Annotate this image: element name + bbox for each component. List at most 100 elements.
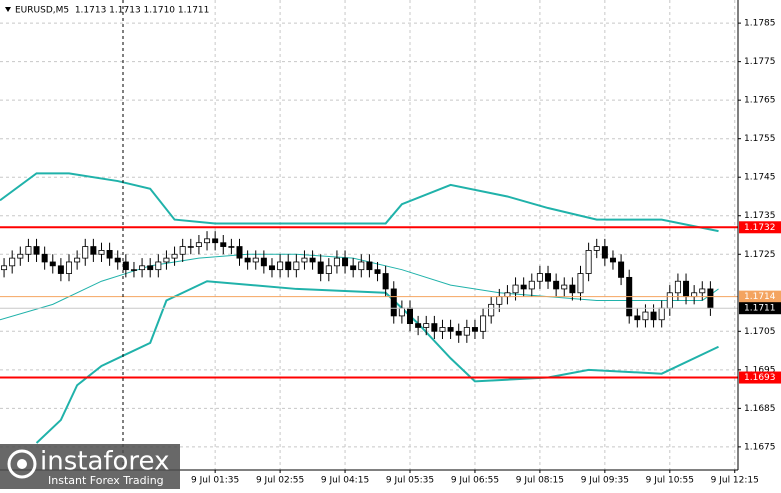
candle-body [536,273,543,282]
candle-body [293,261,300,271]
candle-body [431,323,438,332]
watermark-bg [0,444,180,489]
indicator-band [0,172,719,233]
candle-body [163,257,170,263]
y-tick-label: 1.1765 [744,96,776,106]
logo-dot [17,459,27,469]
x-tick-label: 9 Jul 05:35 [386,476,434,486]
y-tick-label: 1.1775 [744,57,776,67]
candle-body [82,246,89,259]
candle-body [49,261,56,267]
x-tick-label: 9 Jul 09:35 [581,476,629,486]
candle-body [139,265,146,271]
candle-body [236,246,243,259]
candle-body [618,261,625,278]
candle-body [98,250,105,255]
candle-body [228,246,235,248]
candle-body [577,273,584,294]
price-level-tag [739,371,781,384]
watermark-tagline: Instant Forex Trading [48,474,164,487]
candle-body [650,311,657,321]
x-tick-label: 9 Jul 12:15 [711,476,759,486]
menu-arrow [5,7,11,12]
candle-body [512,284,519,294]
candle-body [423,323,430,328]
price-level-label: 1.1714 [744,292,776,302]
candle-body [415,323,422,328]
y-tick-label: 1.1685 [744,404,776,414]
candle-body [683,280,690,298]
candle-body [350,265,357,271]
candle-body [155,261,162,271]
candle-body [366,261,373,271]
candle-body [480,315,487,332]
candle-body [74,257,81,263]
candle-body [147,265,154,271]
candle-body [342,257,349,267]
price-level-tag [739,290,781,303]
candle-body [33,246,40,255]
candle-body [285,261,292,271]
candle-body [268,265,275,271]
candle-body [390,288,397,317]
candle-body [66,261,73,274]
candle-body [642,311,649,321]
candle-body [17,253,24,259]
candle-body [25,246,32,255]
price-axis-bg [738,0,781,489]
candle-body [106,250,113,259]
axes: 1.1785 1.1775 1.1765 1.1755 1.1745 1.1735 1.17… [191,19,781,486]
candle-body [593,246,600,251]
y-tick-label: 1.1705 [744,327,776,337]
candle-body [496,296,503,305]
candle-body [585,250,592,274]
candle-body [609,257,616,263]
candle-body [317,261,324,274]
y-tick-label: 1.1785 [744,19,776,29]
candle-body [114,257,121,263]
y-tick-label: 1.1695 [744,365,776,375]
candle-body [463,327,470,336]
watermark-brand: instaforex [40,447,169,477]
candle-body [699,288,706,294]
y-tick-label: 1.1745 [744,173,776,183]
candle-body [301,257,308,263]
candle-body [277,261,284,271]
candle-body [122,261,129,271]
candle-body [57,265,64,274]
candle-body [674,280,681,294]
candle-body [553,280,560,290]
x-tick-label: 9 Jul 01:35 [191,476,239,486]
candle-body [358,261,365,271]
candle-body [212,238,219,244]
x-tick-label: 9 Jul 06:55 [451,476,499,486]
candle-body [658,307,665,321]
candle-body [471,327,478,332]
candle-body [204,238,211,244]
x-tick-label: 9 Jul 10:55 [646,476,694,486]
price-level-tag [739,221,781,234]
price-level-label: 1.1732 [744,223,776,233]
watermark: instaforex Instant Forex Trading [0,444,180,489]
candle-body [374,269,381,274]
x-tick-label: 9 Jul 08:15 [516,476,564,486]
candle-body [545,273,552,282]
price-level-tag [739,302,781,315]
x-tick-label: 9 Jul 04:15 [321,476,369,486]
y-tick-label: 1.1725 [744,250,776,260]
candle-body [252,257,259,263]
candle-body [666,292,673,309]
candle-body [309,257,316,263]
candle-body [488,303,495,317]
candle-body [447,327,454,332]
candle-body [179,246,186,255]
candle-body [634,315,641,321]
candle-body [398,307,405,317]
candle-body [260,257,267,267]
candle-body [9,257,16,267]
y-tick-label: 1.1755 [744,134,776,144]
candle-body [244,257,251,263]
candle-body [171,253,178,259]
